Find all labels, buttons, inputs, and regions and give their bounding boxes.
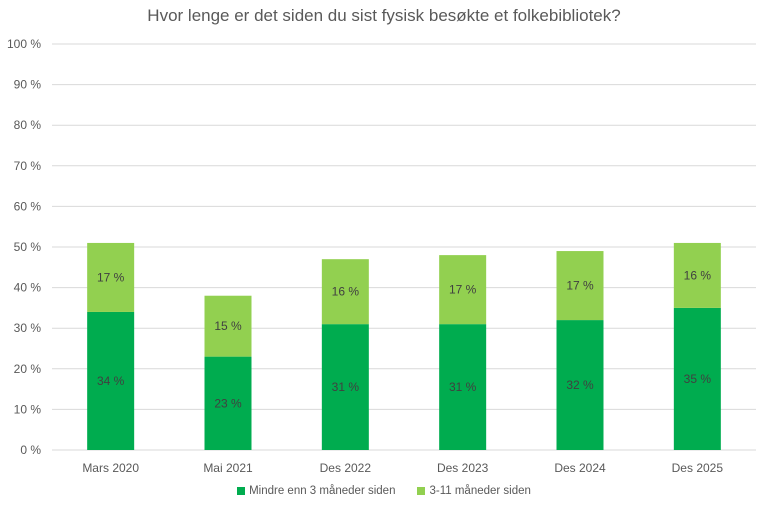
bar-segment-under-3-months[interactable] [673, 307, 721, 450]
legend-swatch [237, 487, 246, 495]
legend-item-series-0[interactable]: Mindre enn 3 måneder siden [237, 485, 395, 497]
data-label: 32 % [566, 378, 594, 392]
y-tick-label: 80 % [14, 118, 42, 132]
y-tick-label: 40 % [14, 281, 42, 295]
x-tick-label: Mai 2021 [203, 461, 253, 475]
bar-segment-3-11-months[interactable] [556, 251, 604, 321]
data-label: 16 % [684, 268, 712, 282]
data-labels: 34 % 17 % 23 % 15 % 31 % 16 % 31 % 17 % 32 % 17 %… [97, 268, 711, 410]
bar-segment-3-11-months[interactable] [321, 259, 369, 325]
x-axis-labels: Mars 2020 Mai 2021 Des 2022 Des 2023 Des 202… [82, 461, 723, 475]
legend-item-series-1[interactable]: 3-11 måneder siden [417, 485, 531, 497]
y-tick-label: 60 % [14, 199, 42, 213]
y-tick-label: 90 % [14, 78, 42, 92]
y-tick-label: 50 % [14, 240, 42, 254]
bar-segment-under-3-months[interactable] [439, 324, 487, 450]
bar-segment-3-11-months[interactable] [204, 295, 252, 357]
y-tick-label: 0 % [20, 443, 41, 457]
data-label: 35 % [684, 372, 712, 386]
bars [87, 242, 721, 450]
bar-segment-3-11-months[interactable] [87, 242, 135, 312]
data-label: 16 % [332, 285, 360, 299]
legend-swatch [417, 487, 426, 495]
legend: Mindre enn 3 måneder siden 3-11 måneder … [0, 485, 768, 497]
data-label: 17 % [97, 270, 125, 284]
data-label: 34 % [97, 374, 125, 388]
x-tick-label: Des 2025 [672, 461, 724, 475]
bar-segment-3-11-months[interactable] [673, 242, 721, 308]
legend-label: 3-11 måneder siden [429, 485, 531, 497]
bar-segment-under-3-months[interactable] [87, 311, 135, 450]
y-tick-label: 30 % [14, 321, 42, 335]
bar-segment-under-3-months[interactable] [556, 320, 604, 450]
y-tick-label: 20 % [14, 362, 42, 376]
x-tick-label: Des 2023 [437, 461, 489, 475]
data-label: 17 % [449, 283, 477, 297]
y-axis-ticks: 0 % 10 % 20 % 30 % 40 % 50 % 60 % 70 % 80 % 90 % 1… [7, 37, 41, 457]
chart-title: Hvor lenge er det siden du sist fysisk b… [147, 6, 621, 25]
bar-segment-under-3-months[interactable] [204, 356, 252, 450]
data-label: 23 % [214, 396, 242, 410]
data-label: 15 % [214, 319, 242, 333]
x-tick-label: Mars 2020 [82, 461, 139, 475]
y-tick-label: 10 % [14, 402, 42, 416]
bar-segment-under-3-months[interactable] [321, 324, 369, 450]
gridlines [52, 43, 756, 451]
data-label: 17 % [566, 279, 594, 293]
x-tick-label: Des 2024 [554, 461, 606, 475]
bar-segment-3-11-months[interactable] [439, 255, 487, 325]
x-tick-label: Des 2022 [320, 461, 372, 475]
data-label: 31 % [449, 380, 477, 394]
data-label: 31 % [332, 380, 360, 394]
y-tick-label: 70 % [14, 159, 42, 173]
legend-label: Mindre enn 3 måneder siden [249, 485, 396, 497]
y-tick-label: 100 % [7, 37, 41, 51]
